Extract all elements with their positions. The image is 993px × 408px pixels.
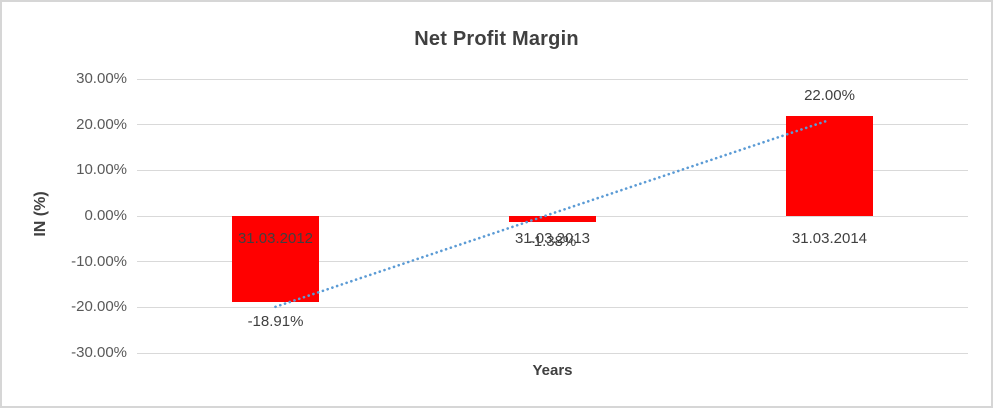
chart-title: Net Profit Margin <box>414 28 579 50</box>
category-label: 31.03.2012 <box>237 230 314 247</box>
data-label: 22.00% <box>804 86 855 104</box>
x-axis-title: Years <box>532 362 573 379</box>
gridline <box>137 78 968 80</box>
bar <box>232 216 319 303</box>
y-tick-label: 0.00% <box>84 207 127 224</box>
data-label: -1.38% <box>528 233 577 251</box>
bar <box>786 115 873 216</box>
y-tick-label: -20.00% <box>71 298 127 316</box>
data-label: -18.91% <box>247 313 304 331</box>
plot-area: 31.03.2012 31.03.2013 31.03.2014 -18.91% -1.… <box>137 78 968 354</box>
gridline <box>137 352 968 354</box>
category-label: 31.03.2014 <box>791 230 868 247</box>
y-tick-label: -10.00% <box>71 252 127 270</box>
gridline <box>137 306 968 308</box>
bar <box>509 216 596 223</box>
y-tick-label: -30.00% <box>71 344 127 361</box>
trendline <box>274 118 831 309</box>
y-tick-label: 10.00% <box>76 161 127 179</box>
y-tick-label: 30.00% <box>76 70 127 87</box>
y-tick-label: 20.00% <box>76 115 127 133</box>
